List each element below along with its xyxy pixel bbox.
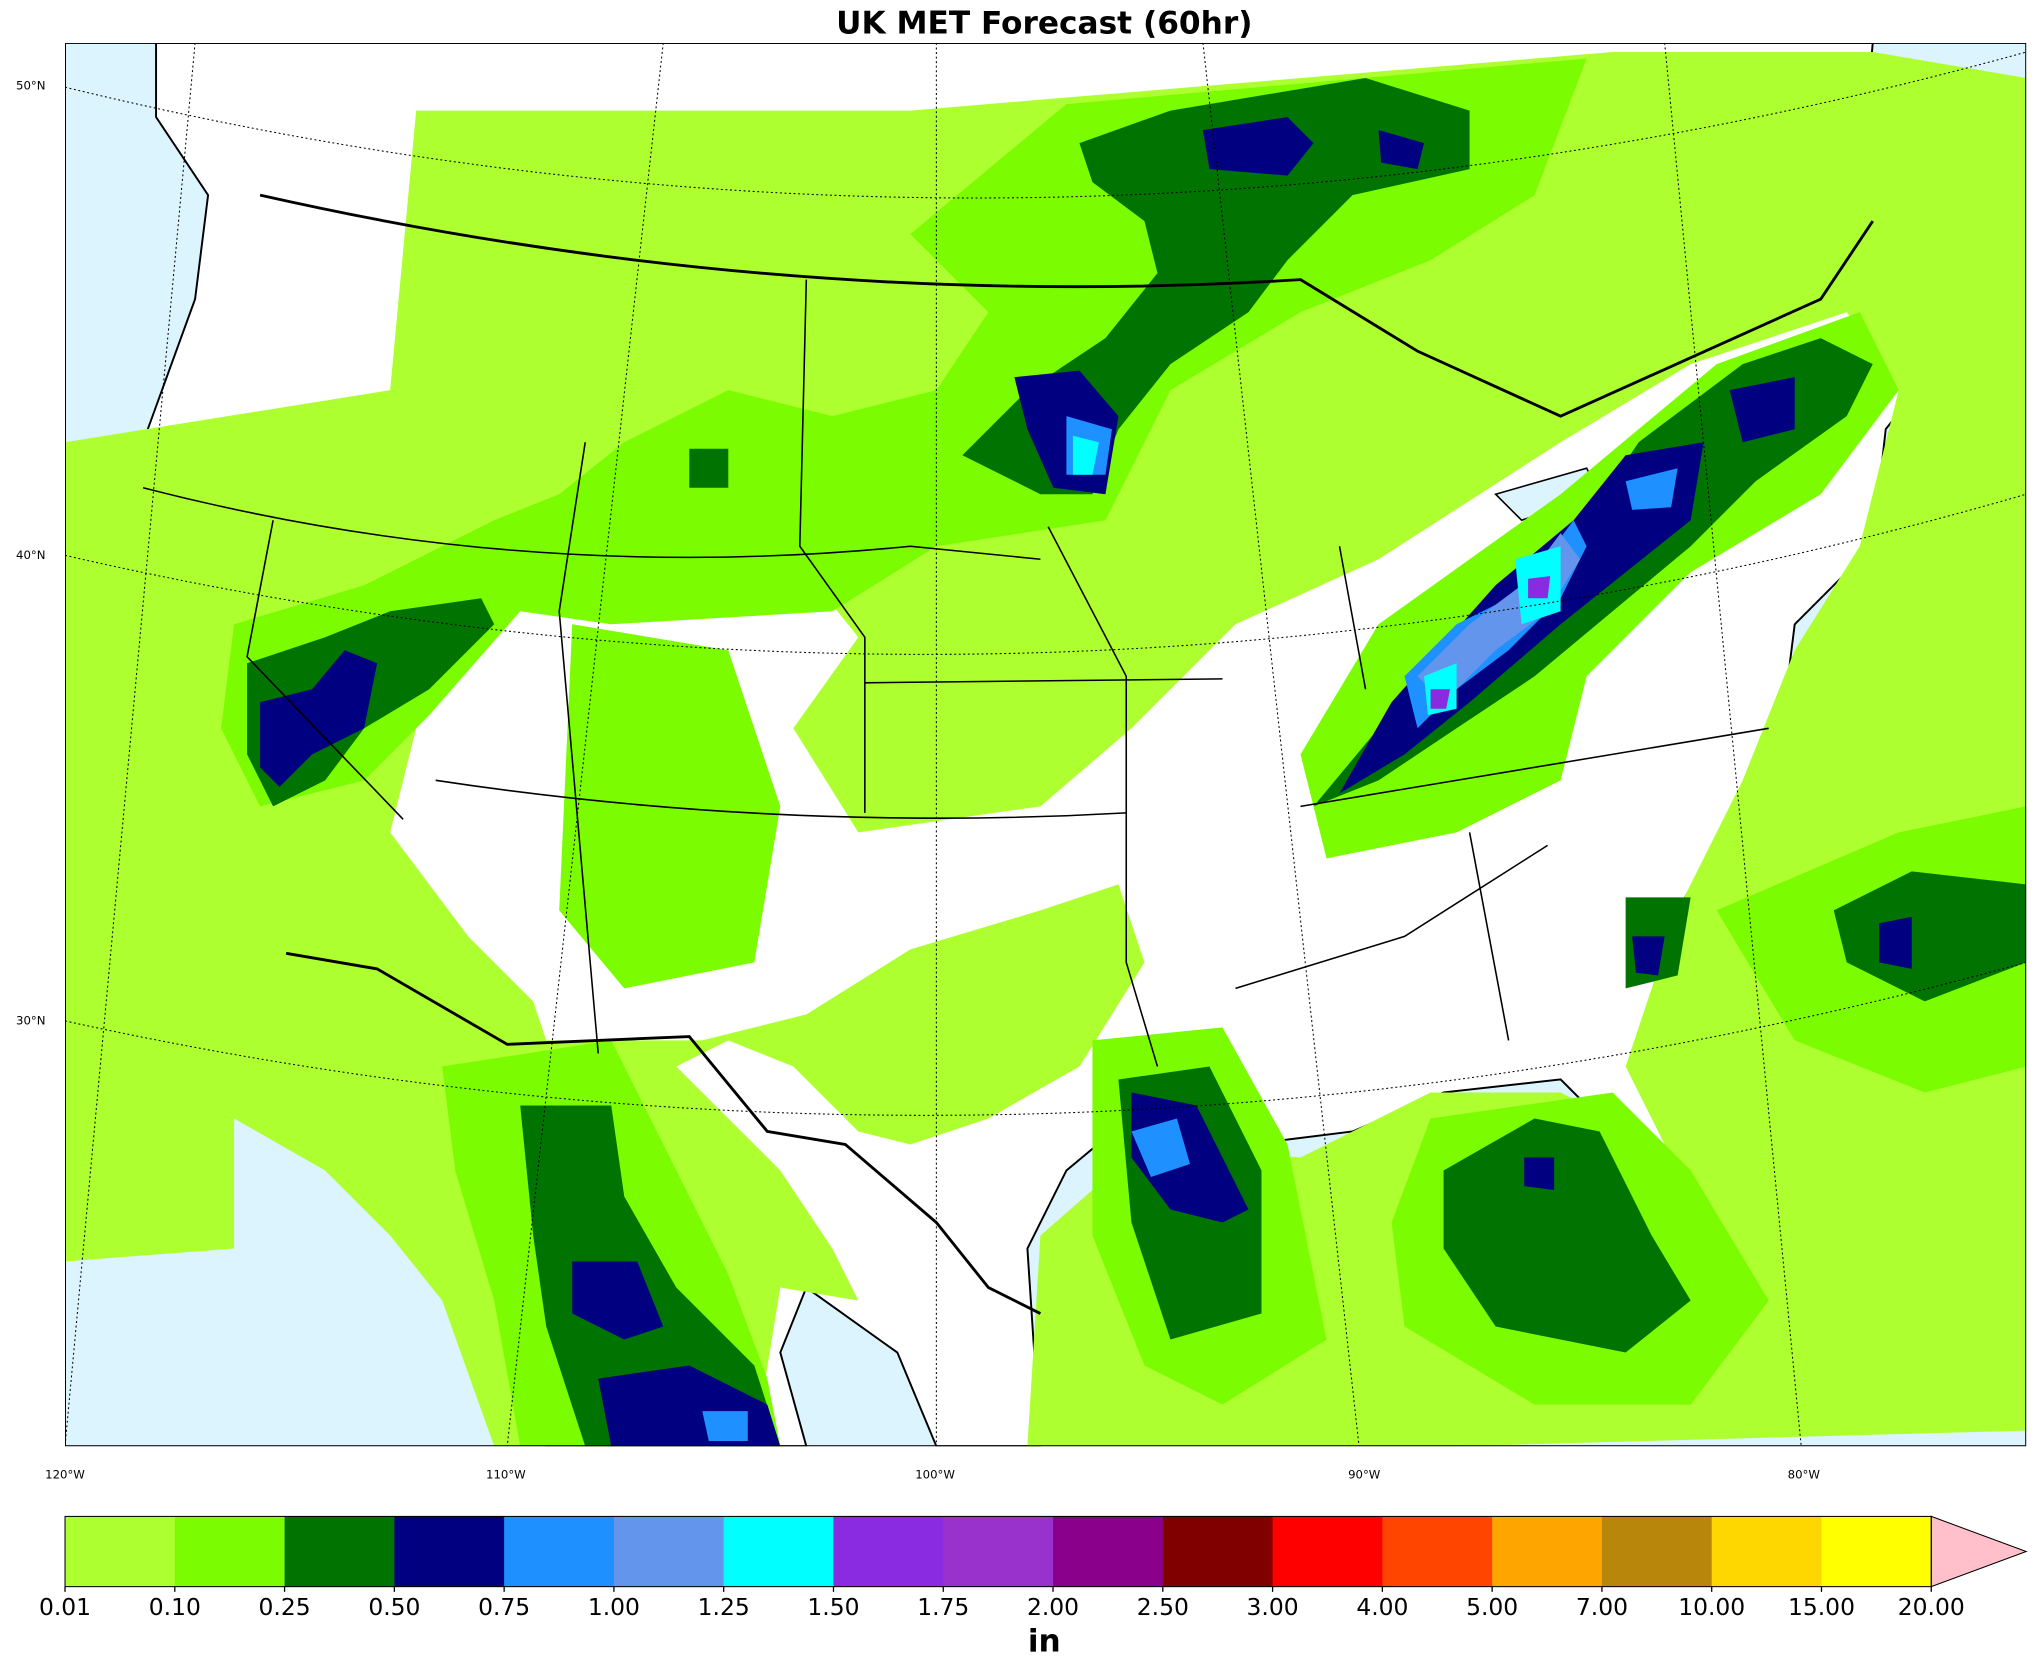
colorbar-tick-label: 15.00 bbox=[1788, 1593, 1855, 1621]
colorbar-segment bbox=[943, 1516, 1054, 1587]
colorbar-tick-label: 0.50 bbox=[368, 1593, 420, 1621]
precip-0.25 bbox=[247, 78, 2027, 1447]
lat-label: 40°N bbox=[16, 548, 45, 562]
colorbar-segment bbox=[284, 1516, 396, 1587]
colorbar-frame bbox=[64, 1515, 1932, 1588]
lon-label: 100°W bbox=[915, 1467, 955, 1481]
colorbar-tick-label: 10.00 bbox=[1678, 1593, 1745, 1621]
colorbar-tick-label: 0.10 bbox=[149, 1593, 201, 1621]
colorbar-tick-label: 20.00 bbox=[1898, 1593, 1965, 1621]
graticule bbox=[65, 42, 2027, 1447]
colorbar-tick-label: 1.75 bbox=[917, 1593, 969, 1621]
lat-label: 50°N bbox=[16, 78, 45, 92]
colorbar-segment bbox=[174, 1516, 286, 1587]
colorbar-tick-label: 2.50 bbox=[1137, 1593, 1189, 1621]
map bbox=[65, 42, 2027, 1447]
colorbar-tick-label: 5.00 bbox=[1466, 1593, 1518, 1621]
lon-label: 90°W bbox=[1348, 1467, 1381, 1481]
colorbar-segment bbox=[65, 1516, 176, 1587]
colorbar-segment bbox=[1711, 1516, 1823, 1587]
colorbar-extension bbox=[1930, 1515, 2028, 1588]
colorbar-tick-label: 0.01 bbox=[39, 1593, 91, 1621]
precip-0.10 bbox=[221, 58, 2027, 1447]
colorbar-segment bbox=[613, 1516, 725, 1587]
colorbar-tick-label: 4.00 bbox=[1356, 1593, 1408, 1621]
precip-1.50 bbox=[1430, 576, 1551, 709]
lon-label: 80°W bbox=[1788, 1467, 1821, 1481]
colorbar-tick-label: 1.00 bbox=[588, 1593, 640, 1621]
borders bbox=[259, 193, 1874, 1315]
colorbar-segment bbox=[833, 1516, 944, 1587]
title: UK MET Forecast (60hr) bbox=[836, 6, 1252, 42]
colorbar-tick-label: 2.00 bbox=[1027, 1593, 1079, 1621]
colorbar: 0.01 0.10 0.25 0.50 0.75 1.00 1.25 1.50 1.75 2.00… bbox=[39, 1515, 2028, 1621]
precip-0.50 bbox=[260, 117, 1912, 1447]
colorbar-segment bbox=[1272, 1516, 1384, 1587]
colorbar-segment bbox=[1382, 1516, 1493, 1587]
colorbar-segment bbox=[1821, 1516, 1932, 1587]
lon-label: 120°W bbox=[45, 1467, 85, 1481]
colorbar-segment bbox=[1162, 1516, 1274, 1587]
lon-label: 110°W bbox=[486, 1467, 526, 1481]
colorbar-tick-label: 7.00 bbox=[1576, 1593, 1628, 1621]
colorbar-label: in bbox=[1028, 1624, 1061, 1660]
colorbar-segment bbox=[504, 1516, 615, 1587]
colorbar-tick-label: 0.75 bbox=[478, 1593, 530, 1621]
lat-label: 30°N bbox=[16, 1013, 45, 1027]
state-lines bbox=[142, 279, 1769, 1067]
colorbar-segment bbox=[394, 1516, 505, 1587]
colorbar-tick-label: 1.50 bbox=[807, 1593, 859, 1621]
colorbar-segment bbox=[1053, 1516, 1164, 1587]
colorbar-segment bbox=[1601, 1516, 1713, 1587]
colorbar-tick-label: 3.00 bbox=[1247, 1593, 1299, 1621]
colorbar-tick-label: 1.25 bbox=[698, 1593, 750, 1621]
colorbar-tick-label: 0.25 bbox=[259, 1593, 311, 1621]
colorbar-segment bbox=[723, 1516, 835, 1587]
colorbar-segment bbox=[1492, 1516, 1603, 1587]
